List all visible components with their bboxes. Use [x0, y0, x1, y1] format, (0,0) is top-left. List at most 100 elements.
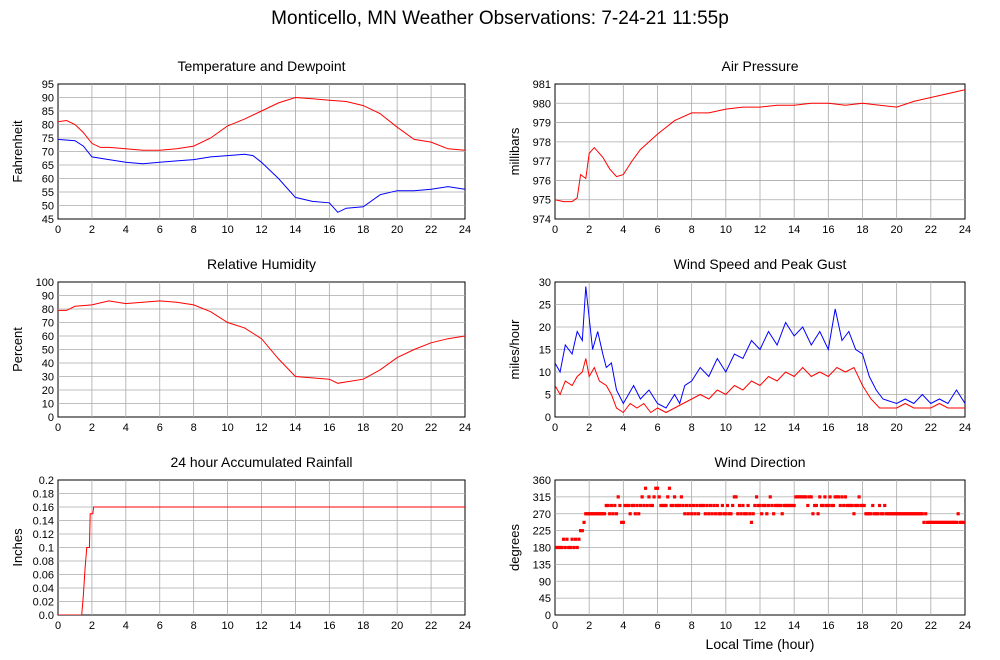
x-tick-label: 0: [55, 422, 61, 434]
y-axis-label: degrees: [507, 524, 522, 571]
data-point: [924, 512, 928, 516]
data-point: [579, 529, 583, 533]
x-tick-label: 12: [255, 620, 267, 632]
data-point: [874, 512, 878, 516]
data-point: [691, 503, 695, 508]
data-point: [864, 512, 868, 516]
data-point: [772, 512, 776, 516]
x-tick-label: 16: [323, 224, 335, 236]
data-point: [860, 503, 865, 508]
data-point: [713, 512, 718, 516]
data-point: [565, 537, 569, 541]
x-tick-label: 22: [925, 224, 937, 236]
x-tick-label: 24: [459, 620, 471, 632]
data-point: [893, 512, 897, 516]
data-point: [920, 512, 924, 516]
x-tick-label: 14: [788, 422, 800, 434]
data-point: [630, 503, 634, 508]
y-tick-label: 978: [533, 137, 551, 149]
data-point: [731, 503, 735, 508]
x-tick-label: 10: [221, 224, 233, 236]
data-point: [939, 520, 943, 524]
data-point: [638, 503, 643, 508]
series-line: [555, 358, 965, 414]
data-point: [828, 495, 832, 499]
data-point: [666, 495, 670, 499]
data-point: [712, 503, 716, 508]
y-tick-label: 270: [533, 509, 551, 521]
data-point: [954, 520, 959, 524]
data-point: [881, 512, 885, 516]
data-point: [785, 503, 789, 508]
y-tick-label: 0: [48, 412, 54, 424]
x-tick-label: 18: [357, 422, 369, 434]
x-tick-label: 4: [620, 422, 626, 434]
data-point: [618, 503, 622, 508]
data-point: [657, 495, 661, 499]
data-point: [847, 503, 851, 508]
y-tick-label: 5: [545, 390, 551, 402]
x-tick-label: 22: [425, 224, 437, 236]
y-tick-label: 30: [42, 372, 54, 384]
data-point: [558, 545, 562, 550]
data-point: [587, 512, 591, 516]
data-point: [613, 503, 617, 508]
y-tick-label: 10: [539, 367, 551, 379]
data-point: [825, 503, 829, 508]
x-tick-label: 24: [959, 620, 971, 632]
data-point: [649, 503, 653, 508]
y-axis-label: Percent: [10, 327, 25, 372]
data-point: [930, 520, 935, 524]
x-tick-label: 0: [552, 422, 558, 434]
y-tick-label: 60: [42, 331, 54, 343]
data-point: [898, 512, 902, 516]
data-point: [867, 512, 871, 516]
y-tick-label: 0.1: [39, 543, 54, 555]
y-tick-label: 45: [42, 214, 54, 226]
data-point: [823, 495, 827, 499]
x-tick-label: 22: [425, 422, 437, 434]
series-line: [555, 89, 965, 203]
data-point: [748, 512, 752, 516]
x-tick-label: 2: [586, 620, 592, 632]
y-tick-label: 50: [42, 201, 54, 213]
data-point: [883, 503, 887, 508]
y-tick-label: 20: [539, 322, 551, 334]
data-point: [561, 537, 566, 541]
data-point: [806, 503, 810, 508]
chart-title: Relative Humidity: [207, 256, 316, 272]
data-point: [859, 503, 863, 508]
y-tick-label: 0.02: [33, 597, 54, 609]
data-point: [777, 503, 781, 508]
data-point: [802, 495, 807, 499]
data-point: [645, 503, 649, 508]
data-point: [736, 512, 740, 516]
x-tick-label: 24: [959, 422, 971, 434]
data-point: [590, 512, 595, 516]
y-axis-label: miles/hour: [507, 319, 522, 380]
data-point: [901, 512, 906, 516]
data-point: [560, 545, 564, 550]
x-tick-label: 16: [323, 620, 335, 632]
x-tick-label: 24: [459, 422, 471, 434]
y-tick-label: 70: [42, 147, 54, 159]
y-tick-label: 50: [42, 345, 54, 357]
data-point: [577, 537, 581, 541]
y-tick-label: 70: [42, 318, 54, 330]
series-line: [555, 286, 965, 409]
data-point: [674, 503, 678, 508]
data-point: [929, 520, 933, 524]
data-point: [758, 503, 762, 508]
data-point: [568, 545, 572, 550]
chart-direction: 0 2 4 6 8 10 12 14 16 18 20 22 240459013518022527031…: [507, 454, 971, 652]
x-tick-label: 0: [55, 224, 61, 236]
data-point: [932, 520, 936, 524]
data-point: [580, 529, 584, 533]
x-tick-label: 6: [654, 422, 660, 434]
data-point: [732, 495, 736, 499]
data-point: [888, 512, 892, 516]
x-tick-label: 4: [620, 620, 626, 632]
y-tick-label: 981: [533, 79, 551, 91]
data-point: [633, 512, 637, 516]
data-point: [756, 503, 760, 508]
